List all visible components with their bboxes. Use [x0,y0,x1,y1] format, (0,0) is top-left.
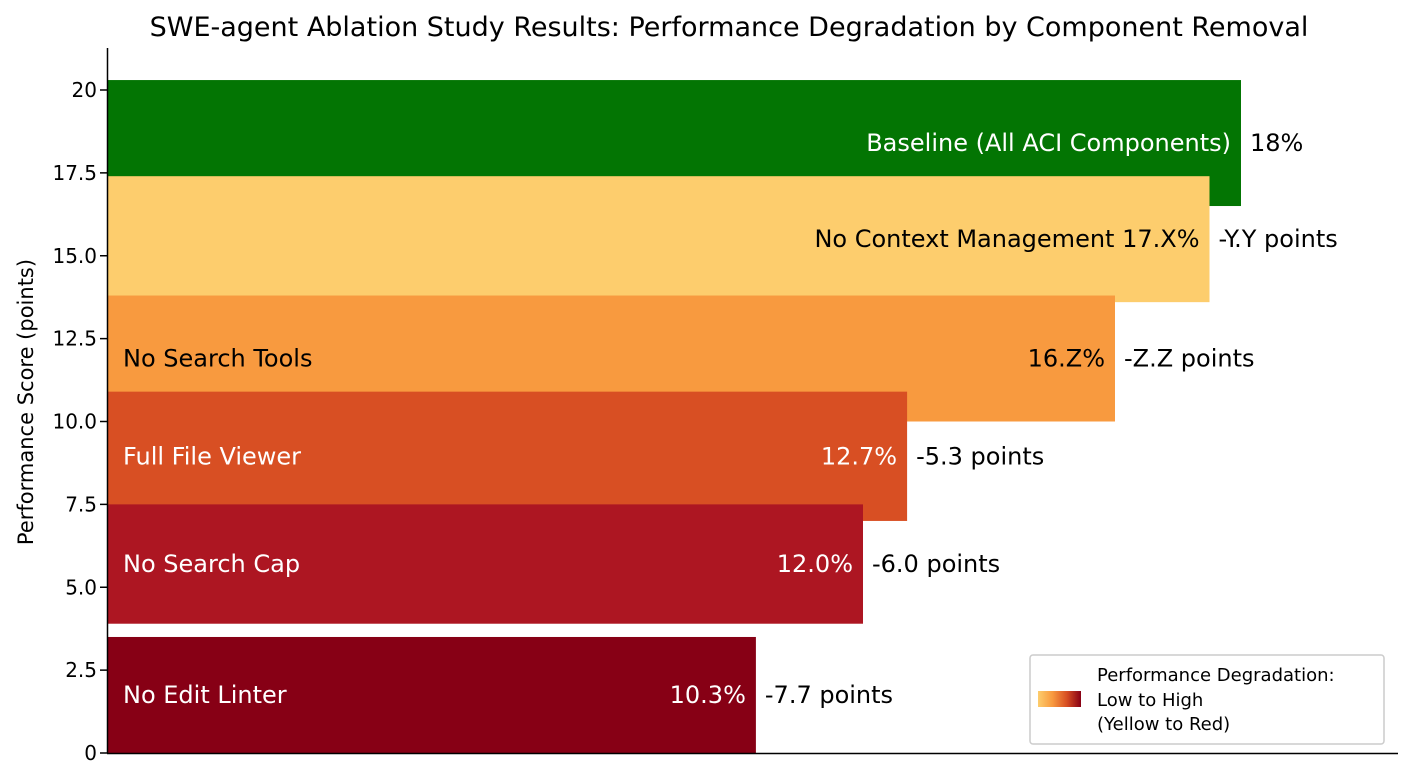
bar-label: No Edit Linter [123,681,287,709]
bar-label: No Context Management 17.X% [814,225,1199,253]
y-axis-ticks: 0 2.5 5.0 7.5 10.0 12.5 15.0 17.5 20 [52,78,107,765]
legend-gradient-swatch [1038,691,1081,707]
y-tick-label: 12.5 [52,327,97,351]
bar-annotation: -5.3 points [916,442,1044,470]
bar-annotation: -6.0 points [872,550,1000,578]
bar [107,636,756,753]
y-tick-label: 7.5 [65,492,97,516]
bar-annotation: -Z.Z points [1124,345,1255,373]
bar-value-label: 12.0% [777,550,853,578]
y-tick-label: 5.0 [65,575,97,599]
bar-annotation: 18% [1250,129,1303,157]
y-tick-label: 15.0 [52,244,97,268]
bar-label: No Search Tools [123,345,312,373]
bar-value-label: 12.7% [821,442,897,470]
bar [107,176,1210,303]
legend-line-3: (Yellow to Red) [1097,714,1230,735]
bars-layer: Baseline (All ACI Components) 18% No Conte… [107,80,1338,753]
bar-label: Full File Viewer [123,442,301,470]
bar-value-label: 16.Z% [1028,345,1105,373]
legend-box [1029,654,1385,745]
bar [107,391,908,521]
y-tick-label: 2.5 [65,658,97,682]
bar-annotation: -Y.Y points [1219,225,1338,253]
y-axis-label: Performance Score (points) [14,259,38,545]
legend-line-1: Performance Degradation: [1097,665,1335,686]
bar-annotation: -7.7 points [765,681,893,709]
bar-label: Baseline (All ACI Components) [866,129,1231,157]
chart-title: SWE-agent Ablation Study Results: Perfor… [150,12,1309,43]
y-tick-label: 20 [72,78,97,102]
y-tick-label: 17.5 [52,161,97,185]
bar-value-label: 10.3% [670,681,746,709]
bar [107,504,863,624]
legend-line-2: Low to High [1097,690,1203,711]
bar-label: No Search Cap [123,550,300,578]
legend: Performance Degradation: Low to High (Ye… [1029,654,1385,745]
y-tick-label: 0 [84,741,97,765]
y-tick-label: 10.0 [52,410,97,434]
